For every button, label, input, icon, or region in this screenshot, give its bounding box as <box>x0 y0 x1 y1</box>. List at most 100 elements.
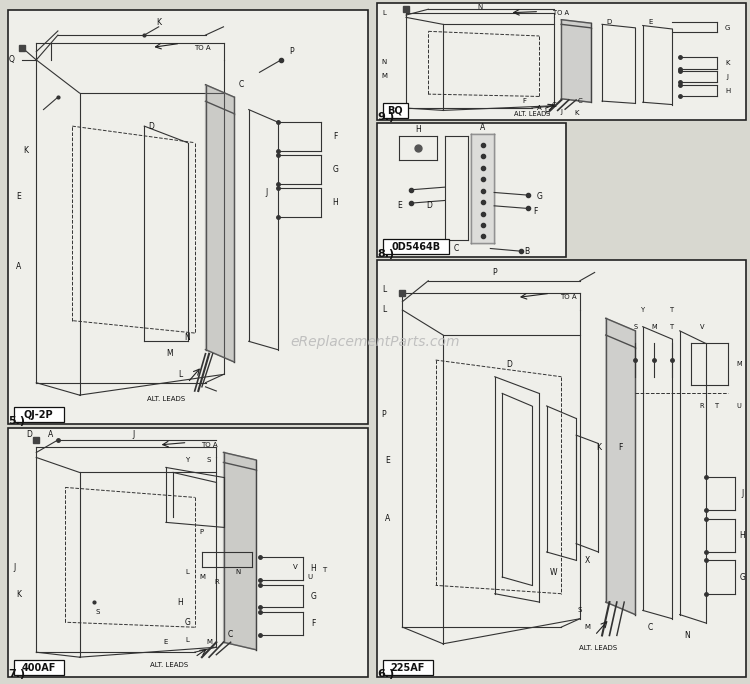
Text: M: M <box>199 575 205 580</box>
Text: C: C <box>454 244 459 253</box>
Text: C: C <box>647 622 652 631</box>
Text: D: D <box>607 19 612 25</box>
Bar <box>382 103 408 118</box>
Text: C: C <box>228 630 233 640</box>
Bar <box>13 660 64 675</box>
Text: L: L <box>382 306 386 315</box>
Text: 9.): 9.) <box>377 111 394 122</box>
Bar <box>382 239 449 254</box>
Text: F: F <box>534 207 538 215</box>
Text: D: D <box>148 122 154 131</box>
Text: TO A: TO A <box>201 442 217 448</box>
Text: ALT. LEADS: ALT. LEADS <box>147 396 185 402</box>
Text: N: N <box>184 332 190 342</box>
Text: Y: Y <box>185 457 190 463</box>
Text: T: T <box>715 403 718 409</box>
Text: 225AF: 225AF <box>391 663 424 672</box>
Text: H: H <box>416 125 421 134</box>
Text: T: T <box>670 324 674 330</box>
Text: P: P <box>382 410 386 419</box>
Text: K: K <box>725 60 730 66</box>
Text: Y: Y <box>640 307 645 313</box>
Text: K: K <box>16 590 21 599</box>
Polygon shape <box>606 318 635 614</box>
Bar <box>13 407 64 422</box>
Text: P: P <box>290 47 294 56</box>
Text: F: F <box>333 132 338 141</box>
Text: D: D <box>427 201 433 210</box>
Text: eReplacementParts.com: eReplacementParts.com <box>290 335 460 349</box>
Text: E: E <box>16 192 21 201</box>
Text: X: X <box>585 556 590 565</box>
Text: T: T <box>322 567 326 573</box>
Text: R: R <box>214 579 219 586</box>
Text: M: M <box>584 624 590 630</box>
Text: A: A <box>385 514 390 523</box>
Text: ALT. LEADS: ALT. LEADS <box>579 645 617 651</box>
Text: S: S <box>578 607 582 614</box>
Text: L: L <box>185 569 190 575</box>
Text: 8.): 8.) <box>377 248 394 259</box>
Text: F: F <box>618 443 622 452</box>
Text: C: C <box>578 98 582 104</box>
Text: G: G <box>537 192 542 201</box>
Text: D: D <box>507 360 512 369</box>
Text: R: R <box>700 403 704 409</box>
Text: TO A: TO A <box>560 295 577 300</box>
Text: K: K <box>23 146 28 155</box>
Text: D: D <box>26 430 32 440</box>
Text: J: J <box>742 489 744 498</box>
Text: 0D5464B: 0D5464B <box>392 242 440 252</box>
Text: G: G <box>184 618 190 627</box>
Text: N: N <box>478 4 483 10</box>
Text: 400AF: 400AF <box>22 663 56 672</box>
Text: P: P <box>493 268 497 277</box>
Text: G: G <box>725 25 730 31</box>
Text: A: A <box>480 122 485 131</box>
Polygon shape <box>206 85 234 362</box>
Text: F: F <box>311 619 316 628</box>
Text: W: W <box>550 568 558 577</box>
Text: Q: Q <box>8 55 14 64</box>
Text: E: E <box>164 640 168 645</box>
Text: 7.): 7.) <box>8 669 26 679</box>
Text: A: A <box>16 263 21 272</box>
Text: QJ-2P: QJ-2P <box>24 410 53 419</box>
Text: U: U <box>736 403 741 409</box>
Text: P: P <box>200 529 204 536</box>
Text: S: S <box>95 609 100 615</box>
Text: M: M <box>651 324 657 330</box>
Text: H: H <box>544 109 549 114</box>
Text: N: N <box>684 631 690 640</box>
Text: M: M <box>166 350 172 358</box>
Text: N: N <box>236 569 241 575</box>
Text: F: F <box>523 98 526 104</box>
Text: A: A <box>537 105 542 111</box>
Text: V: V <box>293 564 298 570</box>
Text: L: L <box>382 285 386 293</box>
Text: J: J <box>727 74 729 79</box>
Text: A: A <box>48 430 53 440</box>
Polygon shape <box>561 20 591 103</box>
Text: G: G <box>740 573 746 581</box>
Text: J: J <box>266 188 268 197</box>
Text: S: S <box>207 457 212 463</box>
Text: G: G <box>310 592 316 601</box>
Text: 6.): 6.) <box>377 669 394 679</box>
Bar <box>376 260 746 677</box>
Text: 5.): 5.) <box>8 416 26 426</box>
Text: S: S <box>633 324 638 330</box>
Text: M: M <box>736 361 742 367</box>
Text: E: E <box>648 19 652 25</box>
Text: J: J <box>560 109 562 114</box>
Text: C: C <box>551 102 556 107</box>
Text: J: J <box>13 563 16 572</box>
Text: H: H <box>725 88 730 94</box>
Text: U: U <box>308 575 313 580</box>
Text: TO A: TO A <box>554 10 569 16</box>
Text: L: L <box>185 637 190 643</box>
Text: M: M <box>206 640 212 645</box>
Text: ALT. LEADS: ALT. LEADS <box>151 661 188 668</box>
Text: H: H <box>178 598 183 607</box>
Text: E: E <box>397 201 402 210</box>
